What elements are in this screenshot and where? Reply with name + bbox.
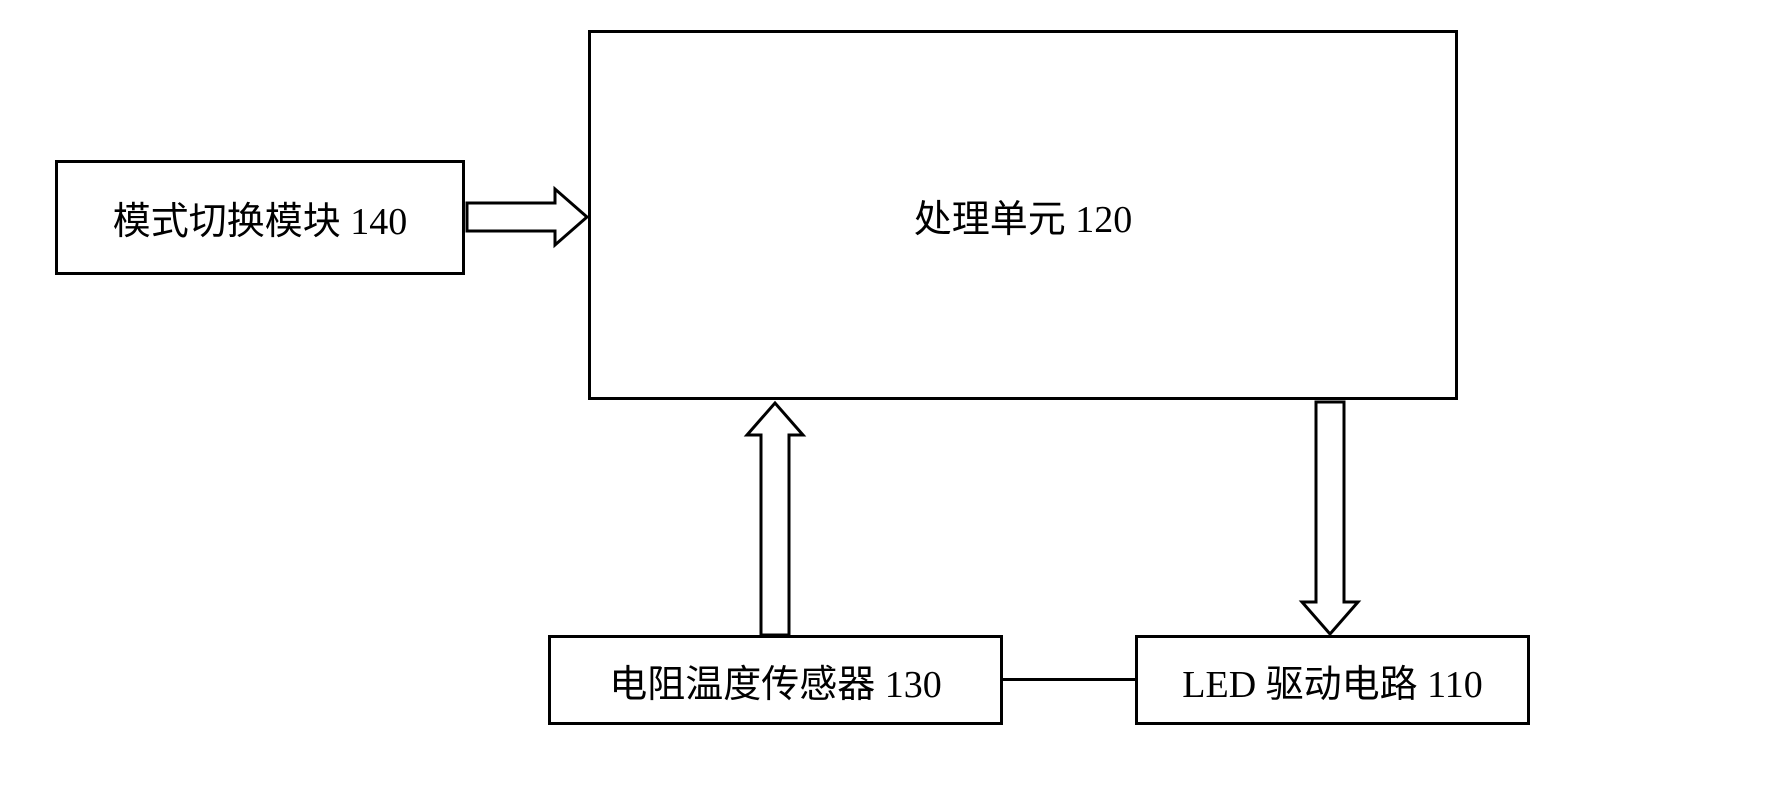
temp-sensor-label: 电阻温度传感器 130: [609, 653, 942, 708]
arrow-mode-to-processing: [465, 182, 590, 252]
mode-switch-label: 模式切换模块 140: [113, 190, 408, 245]
arrow-processing-to-led: [1295, 400, 1365, 637]
mode-switch-block: 模式切换模块 140: [55, 160, 465, 275]
led-driver-block: LED 驱动电路 110: [1135, 635, 1530, 725]
processing-unit-label: 处理单元 120: [914, 188, 1133, 243]
led-driver-label: LED 驱动电路 110: [1182, 653, 1482, 708]
connector-temp-led: [1003, 678, 1138, 681]
temp-sensor-block: 电阻温度传感器 130: [548, 635, 1003, 725]
processing-unit-block: 处理单元 120: [588, 30, 1458, 400]
block-diagram: 模式切换模块 140 处理单元 120 电阻温度传感器 130 LED 驱动电路…: [0, 0, 1787, 804]
arrow-temp-to-processing: [740, 400, 810, 637]
